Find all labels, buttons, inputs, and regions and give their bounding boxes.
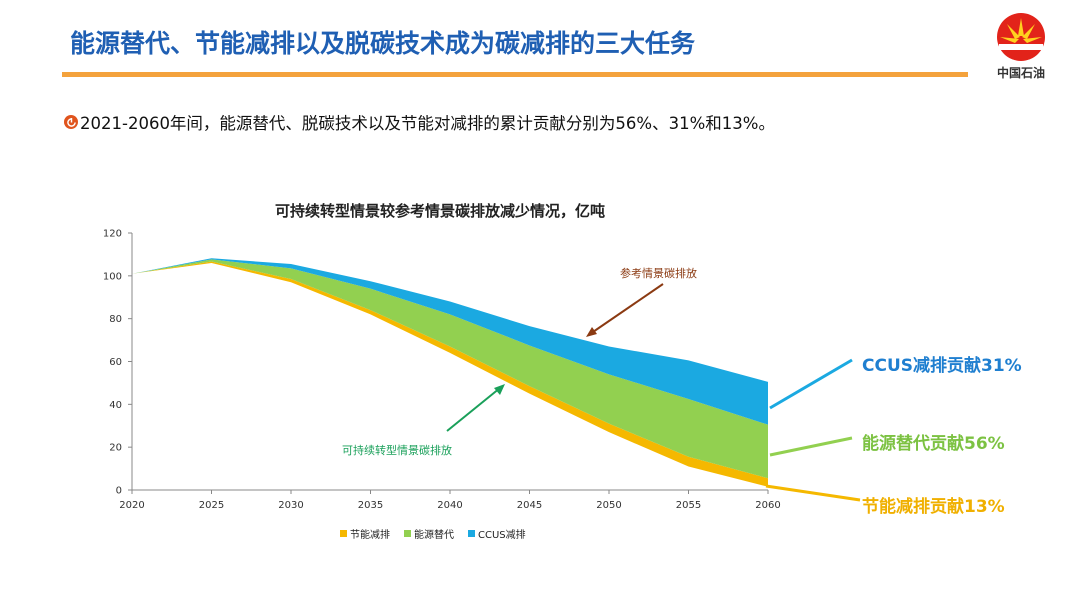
x-tick-label: 2035 — [358, 500, 383, 511]
legend-swatch — [468, 530, 475, 537]
y-tick-label: 60 — [109, 357, 122, 368]
bullet-text: 2021-2060年间，能源替代、脱碳技术以及节能对减排的累计贡献分别为56%、… — [80, 114, 775, 133]
x-tick-label: 2045 — [517, 500, 542, 511]
x-tick-label: 2040 — [437, 500, 462, 511]
reference-arrow-shaft — [589, 283, 664, 335]
legend-swatch — [404, 530, 411, 537]
y-tick-label: 40 — [109, 400, 122, 411]
sustainable-arrow-shaft — [446, 387, 501, 432]
y-tick-label: 20 — [109, 443, 122, 454]
petrochina-sunflower-icon — [997, 13, 1045, 61]
ccus-contribution-label: CCUS减排贡献31% — [862, 356, 1022, 376]
x-tick-label: 2030 — [278, 500, 303, 511]
y-tick-label: 100 — [103, 271, 122, 282]
ccus-pointer-line — [769, 358, 853, 410]
legend-item-ccus: CCUS减排 — [468, 526, 526, 541]
legend-swatch — [340, 530, 347, 537]
x-tick-label: 2055 — [676, 500, 701, 511]
x-tick-label: 2020 — [119, 500, 144, 511]
y-tick-label: 80 — [109, 314, 122, 325]
saving-contribution-label: 节能减排贡献13% — [862, 497, 1005, 517]
company-logo: 中国石油 — [982, 10, 1060, 81]
bullet-statement: 2021-2060年间，能源替代、脱碳技术以及节能对减排的累计贡献分别为56%、… — [64, 110, 775, 134]
area-energy-saving — [132, 261, 768, 487]
legend-item-energy-saving: 节能减排 — [340, 526, 390, 541]
y-tick-label: 0 — [116, 486, 122, 497]
legend-label: 能源替代 — [414, 530, 454, 541]
page-title: 能源替代、节能减排以及脱碳技术成为碳减排的三大任务 — [70, 29, 696, 58]
saving-pointer-line — [765, 484, 861, 502]
logo-text: 中国石油 — [996, 66, 1045, 80]
legend-label: 节能减排 — [350, 530, 390, 541]
chart-title: 可持续转型情景较参考情景碳排放减少情况，亿吨 — [274, 202, 605, 220]
x-tick-label: 2050 — [596, 500, 621, 511]
sustainable-arrow-head — [494, 384, 505, 395]
reference-arrow-head — [586, 327, 597, 337]
area-energy-substitution — [132, 259, 768, 479]
reference-emission-label: 参考情景碳排放 — [620, 267, 697, 280]
substitution-pointer-line — [769, 436, 853, 457]
y-tick-label: 120 — [103, 229, 122, 240]
x-tick-label: 2025 — [199, 500, 224, 511]
legend-label: CCUS减排 — [478, 530, 526, 541]
x-tick-label: 2060 — [755, 500, 780, 511]
substitution-contribution-label: 能源替代贡献56% — [862, 434, 1005, 454]
chart-legend: 节能减排 能源替代 CCUS减排 — [340, 526, 526, 541]
title-underline — [62, 72, 968, 77]
bullet-circle-icon — [64, 115, 78, 129]
legend-item-energy-substitution: 能源替代 — [404, 526, 454, 541]
sustainable-emission-label: 可持续转型情景碳排放 — [342, 444, 452, 457]
